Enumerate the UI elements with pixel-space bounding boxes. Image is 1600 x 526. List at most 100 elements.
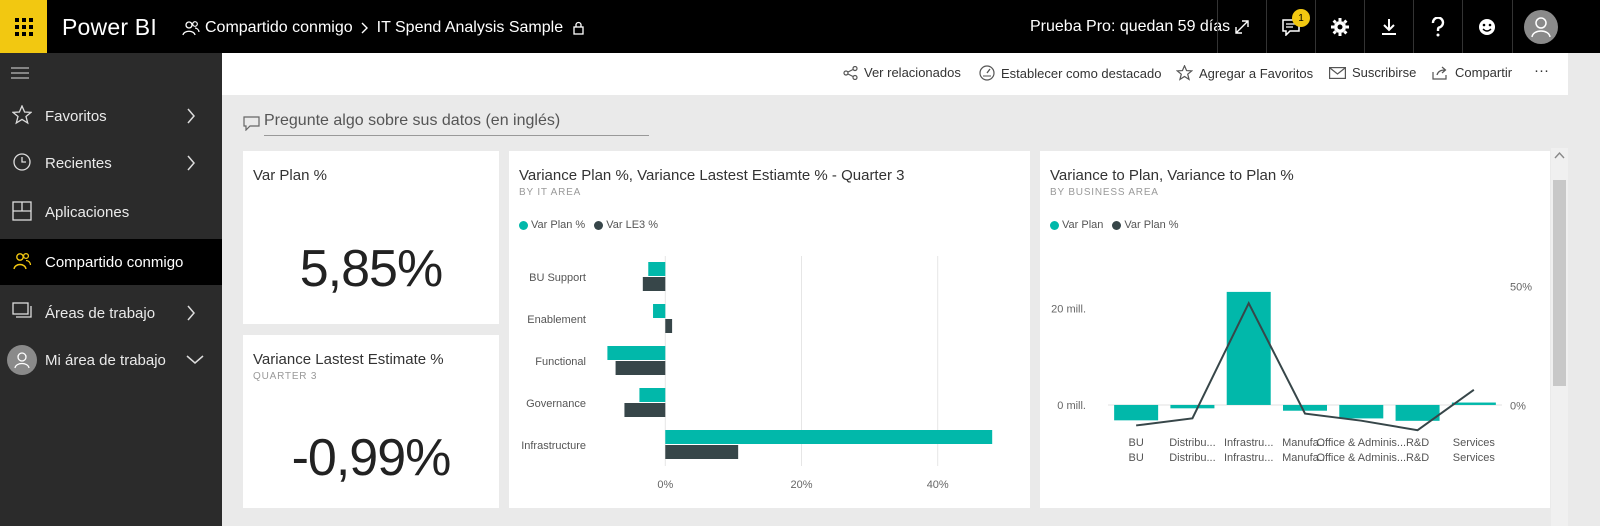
- legend-dot: [1112, 220, 1122, 230]
- y-tick-label: Functional: [535, 356, 586, 368]
- bar: [665, 430, 993, 444]
- avatar: [1523, 9, 1558, 44]
- hamburger-icon[interactable]: [11, 67, 29, 79]
- chevron-right-icon[interactable]: [186, 155, 196, 171]
- see-related-button[interactable]: Ver relacionados: [843, 65, 961, 80]
- chat-icon: [243, 116, 260, 131]
- sidebar-item-favorites[interactable]: Favoritos: [0, 93, 222, 139]
- tile-title: Var Plan %: [253, 167, 327, 184]
- lock-icon: [573, 21, 584, 35]
- share-label: Compartir: [1455, 65, 1513, 80]
- bar: [1395, 404, 1440, 421]
- x-tick-label: Distribu...: [1169, 452, 1215, 464]
- clock-icon: [13, 153, 31, 171]
- share-button[interactable]: Compartir: [1432, 65, 1512, 80]
- scrollbar-thumb[interactable]: [1553, 180, 1566, 386]
- add-favorite-label: Agregar a Favoritos: [1199, 65, 1314, 81]
- legend-entry: Var Plan: [1050, 219, 1103, 231]
- breadcrumb: Compartido conmigo IT Spend Analysis Sam…: [182, 19, 584, 37]
- y-tick-label: Infrastructure: [521, 440, 586, 452]
- y-left-tick-label: 0 mill.: [1057, 400, 1086, 412]
- notifications-button[interactable]: 1: [1266, 0, 1314, 53]
- legend-dot: [1050, 220, 1059, 230]
- y-right-tick-label: 0%: [1510, 400, 1526, 412]
- people-icon: [182, 21, 200, 36]
- legend-label: Var Plan %: [1124, 219, 1179, 231]
- tile-variance-le[interactable]: Variance Lastest Estimate % QUARTER 3 -0…: [243, 335, 499, 508]
- x-tick-label: 0%: [657, 479, 673, 491]
- set-featured-label: Establecer como destacado: [1001, 65, 1162, 81]
- tile-var-plan[interactable]: Var Plan % 5,85%: [243, 151, 499, 324]
- x-tick-label: 40%: [927, 479, 949, 491]
- top-bar: Power BI Compartido conmigo IT Spend Ana…: [0, 0, 1600, 53]
- bar: [1283, 404, 1327, 411]
- sidebar-item-shared[interactable]: Compartido conmigo: [0, 239, 222, 285]
- chart-title: Variance Plan %, Variance Lastest Estiam…: [519, 167, 905, 184]
- sidebar-item-workspaces[interactable]: Áreas de trabajo: [0, 290, 222, 336]
- help-icon: [1431, 16, 1444, 36]
- y-tick-label: Governance: [526, 398, 586, 410]
- tile-subtitle: QUARTER 3: [253, 371, 318, 382]
- bar: [1451, 402, 1496, 405]
- more-options-button[interactable]: ···: [1534, 62, 1549, 79]
- sidebar-item-recents[interactable]: Recientes: [0, 140, 222, 186]
- add-favorite-button[interactable]: Agregar a Favoritos: [1176, 65, 1313, 81]
- user-avatar-button[interactable]: [1512, 0, 1568, 53]
- gear-icon: [1330, 17, 1349, 36]
- x-tick-label: Office & Adminis...: [1316, 452, 1406, 464]
- sidebar-item-label: Mi área de trabajo: [45, 351, 166, 369]
- subscribe-button[interactable]: Suscribirse: [1329, 65, 1416, 80]
- legend-label: Var Plan %: [531, 219, 586, 231]
- y-right-tick-label: 50%: [1510, 282, 1532, 294]
- avatar: [7, 345, 37, 375]
- help-button[interactable]: [1413, 0, 1461, 53]
- settings-button[interactable]: [1315, 0, 1363, 53]
- tile-title: Variance Lastest Estimate %: [253, 351, 444, 368]
- legend-entry: Var LE3 %: [594, 219, 658, 231]
- legend-label: Var Plan: [1062, 219, 1104, 231]
- feedback-button[interactable]: [1462, 0, 1510, 53]
- bar: [648, 262, 666, 276]
- qa-input[interactable]: Pregunte algo sobre sus datos (en inglés…: [264, 112, 561, 129]
- tile-variance-by-business-area[interactable]: Variance to Plan, Variance to Plan % BY …: [1040, 151, 1550, 508]
- legend-dot: [594, 220, 604, 230]
- page-edge: [1568, 53, 1600, 526]
- trial-status[interactable]: Prueba Pro: quedan 59 días: [1030, 18, 1231, 35]
- scroll-up-icon[interactable]: [1553, 150, 1566, 160]
- x-tick-label: Services: [1453, 452, 1496, 464]
- sidebar-item-apps[interactable]: Aplicaciones: [0, 189, 222, 235]
- bar: [653, 304, 666, 318]
- brand-title[interactable]: Power BI: [62, 14, 157, 40]
- sidebar-item-label: Favoritos: [45, 107, 107, 125]
- download-button[interactable]: [1364, 0, 1412, 53]
- bar: [642, 277, 666, 291]
- subscribe-label: Suscribirse: [1352, 65, 1417, 80]
- set-featured-button[interactable]: Establecer como destacado: [979, 65, 1161, 81]
- bar: [1226, 291, 1271, 405]
- workspaces-icon: [12, 302, 32, 318]
- series-line: [1136, 300, 1475, 432]
- sidebar-item-label: Aplicaciones: [45, 203, 130, 221]
- x-tick-label: Services: [1453, 437, 1496, 449]
- y-left-tick-label: 20 mill.: [1051, 304, 1086, 316]
- sidebar-item-label: Recientes: [45, 154, 112, 172]
- waffle-icon[interactable]: [0, 0, 47, 53]
- x-tick-label: Infrastru...: [1224, 452, 1274, 464]
- y-tick-label: Enablement: [527, 314, 586, 326]
- tile-variance-by-it-area[interactable]: Variance Plan %, Variance Lastest Estiam…: [509, 151, 1030, 508]
- combo-chart-business-area: 0 mill. 20 mill. 0% 50% BU BU Distribu... Distr…: [1051, 282, 1532, 464]
- notification-badge: 1: [1292, 9, 1310, 27]
- action-bar: Ver relacionados Establecer como destaca…: [222, 53, 1600, 95]
- breadcrumb-report[interactable]: IT Spend Analysis Sample: [376, 19, 564, 36]
- breadcrumb-shared[interactable]: Compartido conmigo: [205, 19, 353, 36]
- chevron-down-icon[interactable]: [186, 355, 204, 365]
- bar-chart-it-area: 0% 20% 40% BU Support Enablement Functional Go…: [521, 256, 993, 491]
- kpi-value: 5,85%: [299, 240, 443, 298]
- chevron-right-icon[interactable]: [186, 108, 196, 124]
- chevron-right-icon[interactable]: [186, 305, 196, 321]
- sidebar-item-my-workspace[interactable]: Mi área de trabajo: [0, 337, 222, 383]
- x-tick-label: Infrastru...: [1224, 437, 1274, 449]
- share-icon: [1432, 66, 1447, 80]
- expand-button[interactable]: [1217, 0, 1265, 53]
- x-tick-label: 20%: [790, 479, 812, 491]
